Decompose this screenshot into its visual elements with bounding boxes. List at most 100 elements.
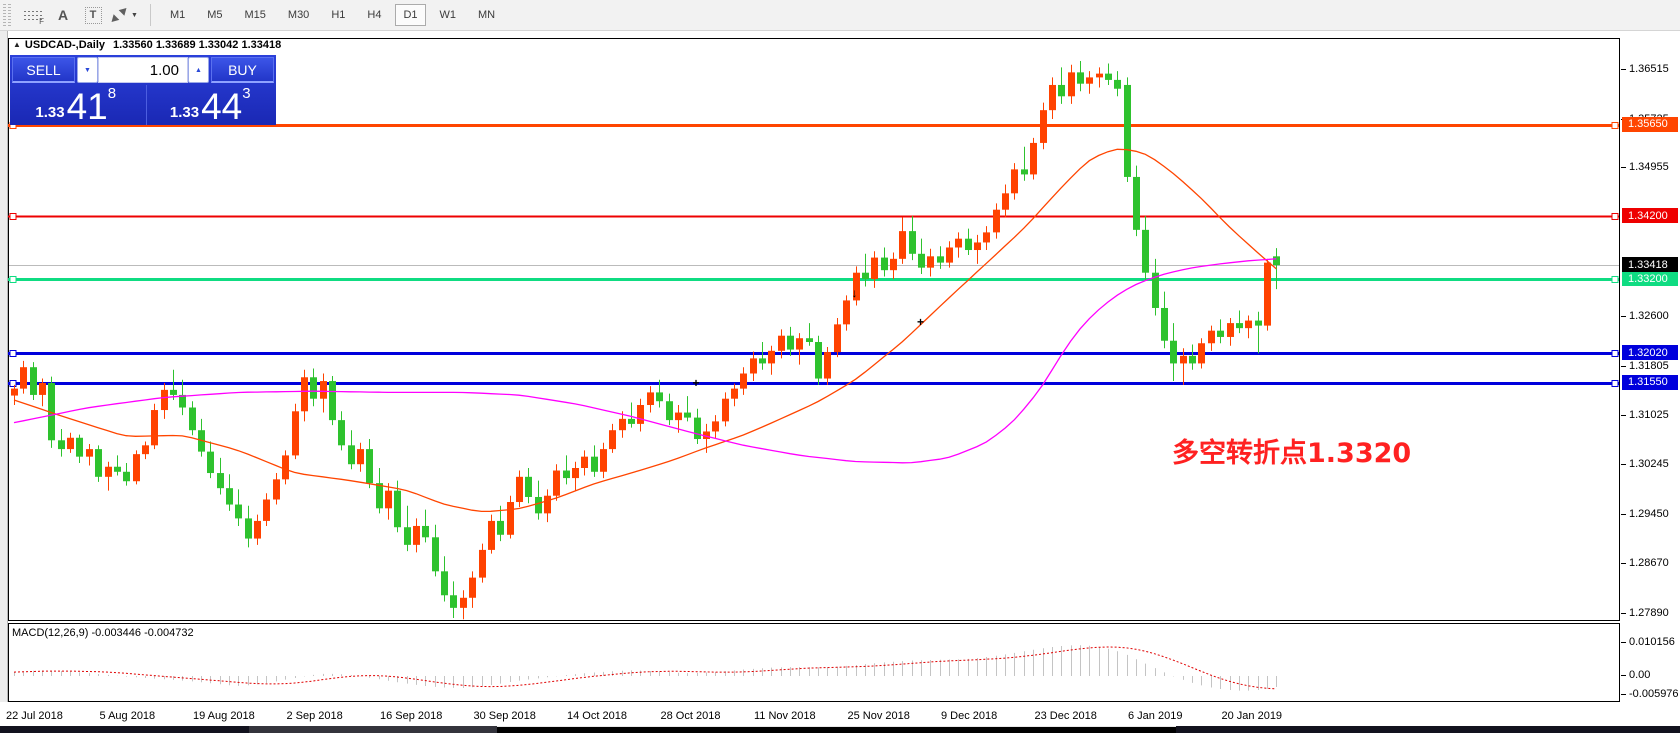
candle-body[interactable] (469, 577, 476, 598)
candle-body[interactable] (937, 256, 944, 263)
candle-body[interactable] (1030, 142, 1037, 175)
candle-body[interactable] (1180, 355, 1187, 364)
text-box-icon[interactable]: T (80, 3, 106, 27)
candle-body[interactable] (39, 382, 46, 395)
candle-body[interactable] (647, 392, 654, 405)
candle-body[interactable] (310, 377, 317, 399)
candle-body[interactable] (1170, 340, 1177, 364)
candle-body[interactable] (591, 456, 598, 472)
volume-increase-button[interactable]: ▲ (188, 57, 209, 83)
candle-body[interactable] (123, 471, 130, 482)
candle-body[interactable] (1011, 169, 1018, 194)
sell-price-tile[interactable]: 1.33 41 8 (12, 85, 140, 125)
candle-body[interactable] (366, 449, 373, 484)
candle-body[interactable] (862, 272, 869, 279)
chevron-down-icon[interactable]: ▼ (131, 11, 138, 19)
timeframe-button-w1[interactable]: W1 (439, 9, 457, 21)
timeframe-button-d1[interactable]: D1 (395, 4, 426, 26)
candle-body[interactable] (413, 525, 420, 545)
candle-body[interactable] (1002, 193, 1009, 210)
candle-body[interactable] (1021, 169, 1028, 175)
candle-body[interactable] (572, 468, 579, 479)
candle-body[interactable] (1217, 330, 1224, 337)
candle-body[interactable] (656, 392, 663, 402)
candle-body[interactable] (712, 421, 719, 432)
candle-body[interactable] (1142, 229, 1149, 273)
candle-body[interactable] (796, 338, 803, 350)
candle-body[interactable] (853, 272, 860, 301)
candle-body[interactable] (385, 490, 392, 509)
candle-body[interactable] (815, 342, 822, 379)
candle-body[interactable] (675, 412, 682, 421)
sell-button[interactable]: SELL (12, 57, 75, 83)
candle-body[interactable] (740, 373, 747, 389)
candle-body[interactable] (1198, 343, 1205, 364)
candle-body[interactable] (881, 257, 888, 271)
timeframe-button-mn[interactable]: MN (478, 9, 496, 21)
candle-body[interactable] (927, 256, 934, 268)
candle-body[interactable] (993, 209, 1000, 233)
candle-body[interactable] (488, 520, 495, 550)
candle-body[interactable] (918, 253, 925, 268)
candle-body[interactable] (787, 335, 794, 350)
volume-input[interactable]: 1.00 (98, 57, 188, 83)
candle-body[interactable] (955, 238, 962, 248)
candle-body[interactable] (142, 445, 149, 455)
candle-body[interactable] (1236, 323, 1243, 329)
candle-body[interactable] (507, 502, 514, 535)
chart-marker[interactable]: + (917, 315, 924, 329)
candle-body[interactable] (1189, 355, 1196, 364)
buy-price-tile[interactable]: 1.33 44 3 (145, 85, 275, 125)
candle-body[interactable] (282, 455, 289, 480)
candle-body[interactable] (544, 495, 551, 514)
candle-body[interactable] (1114, 79, 1121, 89)
date-axis[interactable]: 22 Jul 2018 5 Aug 2018 19 Aug 2018 2 Sep 20… (0, 702, 1680, 726)
candle-body[interactable] (301, 377, 308, 412)
candle-body[interactable] (1086, 77, 1093, 84)
candle-body[interactable] (1133, 176, 1140, 230)
candle-body[interactable] (553, 470, 560, 496)
candle-body[interactable] (619, 418, 626, 431)
candle-body[interactable] (67, 437, 74, 450)
timeframe-button-m30[interactable]: M30 (287, 9, 310, 21)
candle-body[interactable] (946, 247, 953, 263)
candle-body[interactable] (76, 437, 83, 457)
candle-body[interactable] (1124, 84, 1131, 177)
candle-body[interactable] (516, 476, 523, 503)
candle-body[interactable] (404, 527, 411, 545)
candle-body[interactable] (11, 388, 18, 396)
chart-text-annotation[interactable]: 多空转折点1.3320 (1172, 438, 1412, 469)
line-handle[interactable] (1611, 213, 1619, 220)
candle-body[interactable] (161, 389, 168, 411)
candle-body[interactable] (1227, 323, 1234, 337)
candle-body[interactable] (1245, 320, 1252, 329)
candle-body[interactable] (48, 382, 55, 441)
candle-body[interactable] (694, 417, 701, 440)
chart-marker[interactable]: + (693, 376, 700, 390)
candle-body[interactable] (824, 352, 831, 379)
line-handle[interactable] (9, 213, 17, 220)
candle-body[interactable] (114, 466, 121, 472)
candle-body[interactable] (899, 231, 906, 259)
candle-body[interactable] (1105, 73, 1112, 80)
candle-body[interactable] (750, 358, 757, 374)
candle-body[interactable] (1161, 307, 1168, 341)
candle-body[interactable] (254, 520, 261, 539)
candle-body[interactable] (151, 410, 158, 446)
fast-ma-line[interactable] (13, 148, 1277, 513)
candle-body[interactable] (441, 571, 448, 596)
candle-body[interactable] (273, 479, 280, 500)
candle-body[interactable] (609, 430, 616, 450)
candle-body[interactable] (329, 381, 336, 421)
candle-body[interactable] (703, 431, 710, 440)
candle-body[interactable] (357, 449, 364, 465)
candle-body[interactable] (1264, 262, 1271, 326)
candle-body[interactable] (637, 405, 644, 424)
line-handle[interactable] (9, 380, 17, 387)
candle-body[interactable] (245, 518, 252, 539)
candle-body[interactable] (217, 473, 224, 489)
candle-body[interactable] (263, 499, 270, 521)
timeframe-button-h1[interactable]: H1 (331, 9, 346, 21)
candle-body[interactable] (189, 407, 196, 431)
candle-body[interactable] (95, 449, 102, 477)
